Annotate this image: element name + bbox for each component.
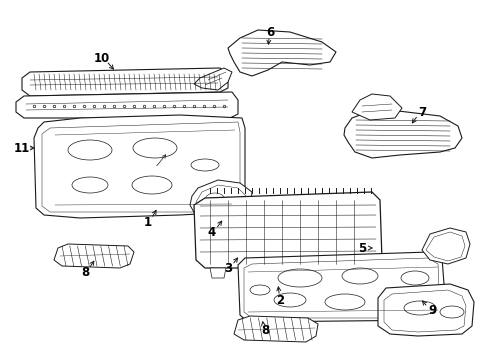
Polygon shape xyxy=(228,30,336,76)
Polygon shape xyxy=(292,268,308,278)
Text: 1: 1 xyxy=(144,216,152,229)
Ellipse shape xyxy=(401,271,429,285)
Polygon shape xyxy=(234,316,318,342)
Polygon shape xyxy=(352,94,402,120)
Ellipse shape xyxy=(250,285,270,295)
Text: 7: 7 xyxy=(418,105,426,118)
Text: 3: 3 xyxy=(224,261,232,274)
Ellipse shape xyxy=(224,200,240,210)
Text: 4: 4 xyxy=(208,225,216,238)
Ellipse shape xyxy=(132,176,172,194)
Ellipse shape xyxy=(68,140,112,160)
Polygon shape xyxy=(344,110,462,158)
Text: 2: 2 xyxy=(276,293,284,306)
Ellipse shape xyxy=(191,159,219,171)
Ellipse shape xyxy=(342,268,378,284)
Polygon shape xyxy=(54,244,134,268)
Polygon shape xyxy=(190,180,252,224)
Ellipse shape xyxy=(72,177,108,193)
Polygon shape xyxy=(242,268,258,278)
Polygon shape xyxy=(194,192,382,268)
Ellipse shape xyxy=(440,306,464,318)
Text: 6: 6 xyxy=(266,26,274,39)
Ellipse shape xyxy=(274,293,306,307)
Polygon shape xyxy=(16,92,238,118)
Ellipse shape xyxy=(386,296,414,308)
Text: 8: 8 xyxy=(81,266,89,279)
Ellipse shape xyxy=(133,138,177,158)
Ellipse shape xyxy=(325,294,365,310)
Text: 11: 11 xyxy=(14,141,30,154)
Polygon shape xyxy=(210,268,226,278)
Ellipse shape xyxy=(278,269,322,287)
Polygon shape xyxy=(378,284,474,336)
Ellipse shape xyxy=(205,193,225,207)
Text: 10: 10 xyxy=(94,51,110,64)
Text: 8: 8 xyxy=(261,324,269,337)
Polygon shape xyxy=(238,252,446,322)
Ellipse shape xyxy=(404,301,436,315)
Text: 9: 9 xyxy=(428,303,436,316)
Polygon shape xyxy=(332,268,348,278)
Polygon shape xyxy=(22,68,228,96)
Polygon shape xyxy=(422,228,470,264)
Polygon shape xyxy=(194,68,232,90)
Text: 5: 5 xyxy=(358,242,366,255)
Polygon shape xyxy=(34,115,245,218)
Polygon shape xyxy=(360,268,376,278)
